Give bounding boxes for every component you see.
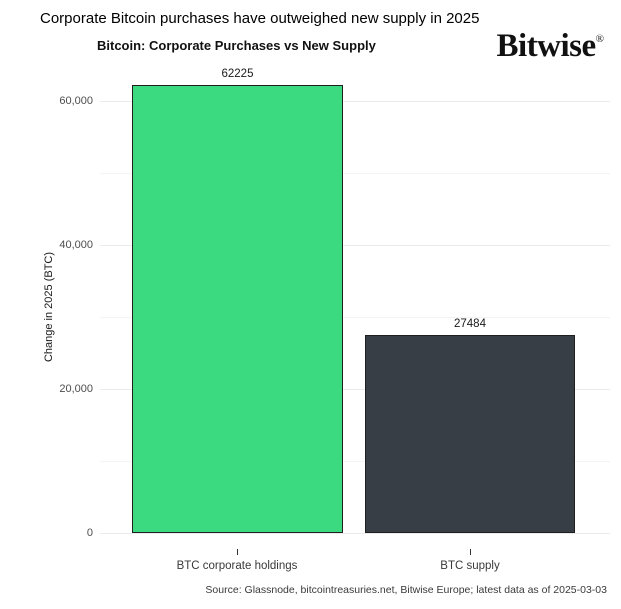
bar-value-label-corporate: 62225 xyxy=(221,68,254,80)
registered-trademark-icon: ® xyxy=(595,33,604,45)
bar-value-label-supply: 27484 xyxy=(454,318,486,331)
page-title: Corporate Bitcoin purchases have outweig… xyxy=(40,10,480,27)
bitwise-logo-text: Bitwise xyxy=(496,28,596,64)
gridline-20000 xyxy=(100,389,610,390)
x-tick-mark-corporate xyxy=(237,549,238,555)
y-tick-label-0: 0 xyxy=(86,527,93,539)
y-axis-label: Change in 2025 (BTC) xyxy=(43,251,55,363)
gridline-50000 xyxy=(100,173,610,174)
gridline-0 xyxy=(100,533,610,534)
chart-title: Bitcoin: Corporate Purchases vs New Supp… xyxy=(97,38,376,53)
x-axis-label-supply: BTC supply xyxy=(440,560,500,572)
y-tick-label-60000: 60,000 xyxy=(59,95,93,107)
gridline-10000 xyxy=(100,461,610,462)
x-tick-mark-supply xyxy=(470,549,471,555)
y-tick-label-20000: 20,000 xyxy=(59,383,93,395)
gridline-60000 xyxy=(100,101,610,102)
bar-btc-corporate-holdings xyxy=(132,85,343,533)
bar-btc-supply xyxy=(365,335,575,533)
x-axis-label-corporate: BTC corporate holdings xyxy=(176,560,298,572)
source-attribution: Source: Glassnode, bitcointreasuries.net… xyxy=(205,584,607,596)
gridline-30000 xyxy=(100,317,610,318)
y-tick-label-40000: 40,000 xyxy=(59,239,93,251)
bitwise-logo: Bitwise® xyxy=(496,28,604,65)
gridline-40000 xyxy=(100,245,610,246)
